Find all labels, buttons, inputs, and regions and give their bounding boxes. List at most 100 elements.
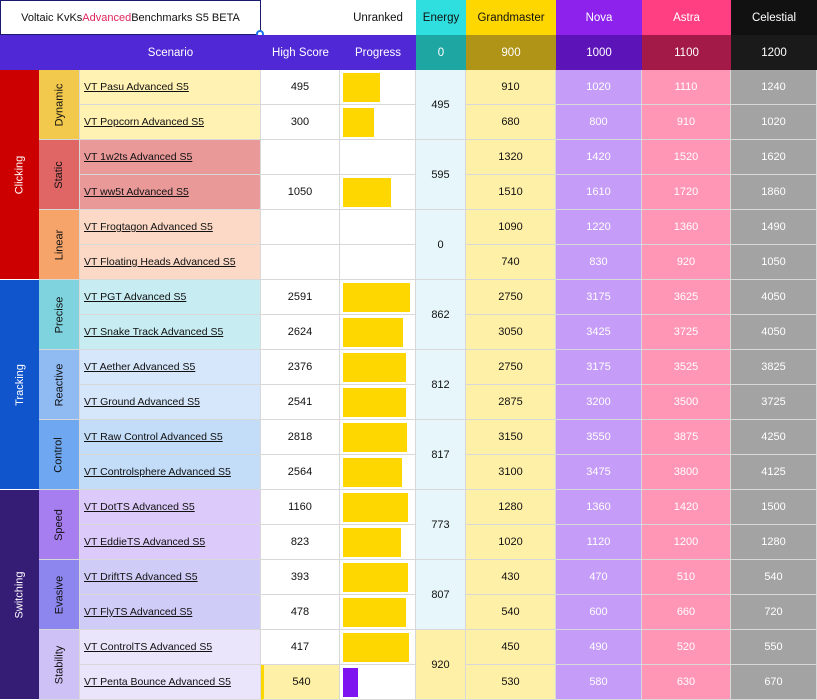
scenario-cell: VT Snake Track Advanced S5 bbox=[80, 315, 261, 350]
threshold-astra-cell: 630 bbox=[642, 665, 731, 700]
subcat-header bbox=[39, 35, 80, 70]
threshold-grandmaster-cell: 3100 bbox=[466, 455, 556, 490]
threshold-astra-cell: 920 bbox=[642, 245, 731, 280]
threshold-celestial-cell: 1050 bbox=[731, 245, 817, 280]
scenario-link[interactable]: VT EddieTS Advanced S5 bbox=[84, 536, 206, 548]
subcategory-label: Static bbox=[52, 160, 65, 189]
rank-header-grandmaster: Grandmaster bbox=[466, 0, 556, 35]
scenario-link[interactable]: VT DriftTS Advanced S5 bbox=[84, 571, 198, 583]
subcategory-static: Static bbox=[39, 140, 80, 210]
energy-cell: 595 bbox=[416, 140, 466, 210]
threshold-astra-cell: 3500 bbox=[642, 385, 731, 420]
progress-bar bbox=[343, 283, 410, 312]
threshold-astra-cell: 1420 bbox=[642, 490, 731, 525]
high-score-cell: 2376 bbox=[261, 350, 340, 385]
progress-cell bbox=[340, 175, 416, 210]
threshold-grandmaster-cell: 1090 bbox=[466, 210, 556, 245]
progress-cell bbox=[340, 560, 416, 595]
rank-header-astra: Astra bbox=[642, 0, 731, 35]
subcategory-label: Linear bbox=[52, 229, 65, 260]
subcategory-label: Reactive bbox=[53, 363, 66, 406]
rank-threshold-grandmaster: 900 bbox=[466, 35, 556, 70]
title-cell: Voltaic KvKs Advanced Benchmarks S5 BETA bbox=[0, 0, 261, 35]
threshold-celestial-cell: 4050 bbox=[731, 280, 817, 315]
progress-bar bbox=[343, 108, 374, 137]
scenario-link[interactable]: VT Raw Control Advanced S5 bbox=[84, 431, 223, 443]
scenario-link[interactable]: VT DotTS Advanced S5 bbox=[84, 501, 195, 513]
scenario-cell: VT Controlsphere Advanced S5 bbox=[80, 455, 261, 490]
progress-cell bbox=[340, 525, 416, 560]
threshold-astra-cell: 1360 bbox=[642, 210, 731, 245]
scenario-cell: VT Raw Control Advanced S5 bbox=[80, 420, 261, 455]
threshold-astra-cell: 3525 bbox=[642, 350, 731, 385]
scenario-link[interactable]: VT Controlsphere Advanced S5 bbox=[84, 466, 231, 478]
subcategory-label: Precise bbox=[53, 296, 65, 333]
scenario-link[interactable]: VT Ground Advanced S5 bbox=[84, 396, 200, 408]
progress-cell bbox=[340, 245, 416, 280]
scenario-link[interactable]: VT FlyTS Advanced S5 bbox=[84, 606, 193, 618]
threshold-grandmaster-cell: 740 bbox=[466, 245, 556, 280]
threshold-nova-cell: 600 bbox=[556, 595, 642, 630]
subcategory-evasive: Evasive bbox=[39, 560, 80, 630]
scenario-cell: VT PGT Advanced S5 bbox=[80, 280, 261, 315]
corner-header bbox=[0, 35, 39, 70]
scenario-link[interactable]: VT Snake Track Advanced S5 bbox=[84, 326, 224, 338]
scenario-link[interactable]: VT 1w2ts Advanced S5 bbox=[84, 151, 193, 163]
threshold-celestial-cell: 1020 bbox=[731, 105, 817, 140]
threshold-astra-cell: 510 bbox=[642, 560, 731, 595]
high-score-cell: 2624 bbox=[261, 315, 340, 350]
threshold-grandmaster-cell: 680 bbox=[466, 105, 556, 140]
progress-cell bbox=[340, 490, 416, 525]
threshold-nova-cell: 3175 bbox=[556, 350, 642, 385]
threshold-astra-cell: 3725 bbox=[642, 315, 731, 350]
scenario-cell: VT Ground Advanced S5 bbox=[80, 385, 261, 420]
scenario-link[interactable]: VT ControlTS Advanced S5 bbox=[84, 641, 213, 653]
threshold-astra-cell: 3875 bbox=[642, 420, 731, 455]
rank-header-unranked: Unranked bbox=[340, 0, 416, 35]
high-score-cell bbox=[261, 245, 340, 280]
scenario-link[interactable]: VT Floating Heads Advanced S5 bbox=[84, 256, 236, 268]
scenario-link[interactable]: VT Pasu Advanced S5 bbox=[84, 81, 189, 93]
threshold-astra-cell: 1720 bbox=[642, 175, 731, 210]
threshold-astra-cell: 3800 bbox=[642, 455, 731, 490]
column-header-high-score: High Score bbox=[261, 35, 340, 70]
scenario-link[interactable]: VT PGT Advanced S5 bbox=[84, 291, 187, 303]
category-tracking: Tracking bbox=[0, 280, 39, 490]
progress-bar bbox=[343, 633, 409, 662]
scenario-link[interactable]: VT Aether Advanced S5 bbox=[84, 361, 196, 373]
scenario-cell: VT ControlTS Advanced S5 bbox=[80, 630, 261, 665]
rank-threshold-energy: 0 bbox=[416, 35, 466, 70]
scenario-cell: VT DotTS Advanced S5 bbox=[80, 490, 261, 525]
threshold-nova-cell: 1220 bbox=[556, 210, 642, 245]
threshold-celestial-cell: 720 bbox=[731, 595, 817, 630]
threshold-celestial-cell: 1620 bbox=[731, 140, 817, 175]
rank-threshold-celestial: 1200 bbox=[731, 35, 817, 70]
title-highlight: Advanced bbox=[82, 11, 132, 24]
subcategory-dynamic: Dynamic bbox=[39, 70, 80, 140]
subcategory-control: Control bbox=[39, 420, 80, 490]
category-label: Clicking bbox=[13, 155, 26, 194]
high-score-cell: 2541 bbox=[261, 385, 340, 420]
category-clicking: Clicking bbox=[0, 70, 39, 280]
threshold-grandmaster-cell: 430 bbox=[466, 560, 556, 595]
threshold-celestial-cell: 1500 bbox=[731, 490, 817, 525]
threshold-celestial-cell: 540 bbox=[731, 560, 817, 595]
scenario-cell: VT Pasu Advanced S5 bbox=[80, 70, 261, 105]
energy-cell: 773 bbox=[416, 490, 466, 560]
threshold-grandmaster-cell: 3150 bbox=[466, 420, 556, 455]
scenario-link[interactable]: VT Popcorn Advanced S5 bbox=[84, 116, 205, 128]
scenario-link[interactable]: VT Frogtagon Advanced S5 bbox=[84, 221, 213, 233]
progress-bar bbox=[343, 598, 406, 627]
scenario-cell: VT 1w2ts Advanced S5 bbox=[80, 140, 261, 175]
threshold-nova-cell: 1360 bbox=[556, 490, 642, 525]
threshold-nova-cell: 1610 bbox=[556, 175, 642, 210]
scenario-link[interactable]: VT ww5t Advanced S5 bbox=[84, 186, 189, 198]
rank-threshold-nova: 1000 bbox=[556, 35, 642, 70]
threshold-nova-cell: 1020 bbox=[556, 70, 642, 105]
scenario-cell: VT Aether Advanced S5 bbox=[80, 350, 261, 385]
threshold-grandmaster-cell: 910 bbox=[466, 70, 556, 105]
scenario-link[interactable]: VT Penta Bounce Advanced S5 bbox=[84, 676, 231, 688]
subcategory-label: Stability bbox=[53, 645, 65, 684]
threshold-nova-cell: 3475 bbox=[556, 455, 642, 490]
